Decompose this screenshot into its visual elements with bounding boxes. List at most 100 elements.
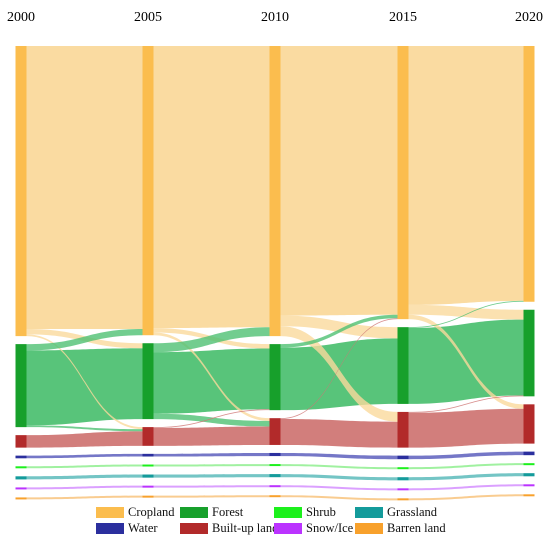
flow-cropland-to-builtup-2010 [280,326,398,422]
flow-barren-to-barren-2010 [280,495,398,501]
flow-snow-to-snow-2000 [26,485,143,490]
legend-item-grassland: Grassland [355,505,437,519]
flow-cropland-to-cropland-2005 [153,46,270,329]
nodes [15,46,535,501]
node-barren-2020 [523,494,535,497]
node-grassland-2000 [15,476,27,480]
flow-forest-to-cropland-2010 [280,314,398,348]
flow-grassland-to-grassland-2000 [26,474,143,480]
flow-grassland-to-grassland-2015 [408,473,524,481]
flow-barren-to-barren-2005 [153,495,270,498]
flow-builtup-to-forest-2005 [153,409,270,428]
legend-swatch-forest [180,506,208,518]
flow-forest-to-cropland-2000 [26,328,143,351]
flows [26,46,524,501]
flow-builtup-to-cropland-2010 [280,318,398,420]
node-cropland-2015 [397,46,409,320]
flow-cropland-to-forest-2010 [280,315,398,339]
node-barren-2005 [142,495,154,498]
node-barren-2015 [397,498,409,501]
flow-shrub-to-shrub-2010 [280,464,398,470]
legend-swatch-snow [274,522,302,534]
flow-snow-to-snow-2010 [280,485,398,491]
legend-item-cropland: Cropland [96,505,175,519]
legend-label-cropland: Cropland [128,505,175,519]
node-shrub-2015 [397,467,409,470]
node-shrub-2010 [269,464,281,467]
legend-label-grassland: Grassland [387,505,437,519]
flow-builtup-to-forest-2015 [408,395,524,413]
legend-item-shrub: Shrub [274,505,336,519]
legend-label-builtup: Built-up land [212,521,279,535]
flow-shrub-to-shrub-2015 [408,463,524,470]
node-builtup-2015 [397,411,409,448]
legend-label-water: Water [128,521,158,535]
flow-shrub-to-shrub-2000 [26,464,143,469]
flow-forest-to-cropland-2005 [153,327,270,353]
flow-forest-to-forest-2000 [26,348,143,426]
node-water-2000 [15,455,27,459]
flow-barren-to-barren-2015 [408,494,524,501]
flow-water-to-water-2005 [153,452,270,457]
legend-swatch-shrub [274,506,302,518]
flow-cropland-to-forest-2015 [408,304,524,320]
node-water-2010 [269,452,281,457]
flow-barren-to-barren-2000 [26,495,143,500]
node-snow-2015 [397,488,409,491]
node-builtup-2005 [142,427,154,446]
node-barren-2000 [15,497,27,500]
node-water-2015 [397,455,409,460]
flow-shrub-to-shrub-2005 [153,464,270,467]
node-shrub-2000 [15,466,27,469]
year-label-2005: 2005 [134,10,162,25]
node-water-2005 [142,453,154,457]
flow-snow-to-snow-2005 [153,485,270,488]
node-forest-2005 [142,343,154,420]
flow-forest-to-cropland-2015 [408,300,524,329]
node-grassland-2015 [397,477,409,481]
year-labels: 2000 2005 2010 2015 2020 [7,10,543,25]
legend-swatch-barren [355,522,383,534]
node-cropland-2005 [142,46,154,336]
node-grassland-2005 [142,474,154,478]
flow-grassland-to-grassland-2010 [280,474,398,481]
legend-item-builtup: Built-up land [180,521,278,535]
flow-builtup-to-builtup-2010 [280,419,398,448]
legend-label-barren: Barren land [387,521,446,535]
flow-forest-to-forest-2005 [153,348,270,414]
flow-forest-to-builtup-2005 [153,413,270,427]
legend-swatch-cropland [96,506,124,518]
node-barren-2010 [269,495,281,498]
node-grassland-2010 [269,474,281,478]
flow-snow-to-snow-2015 [408,484,524,491]
node-forest-2020 [523,309,535,397]
year-label-2015: 2015 [389,10,417,25]
legend-label-snow: Snow/Ice [306,521,354,535]
node-cropland-2000 [15,46,27,337]
legend-item-barren: Barren land [355,521,446,535]
node-cropland-2020 [523,46,535,302]
flow-cropland-to-builtup-2000 [26,334,143,430]
flow-forest-to-builtup-2000 [26,425,143,432]
node-builtup-2020 [523,404,535,444]
legend-swatch-grassland [355,506,383,518]
flow-cropland-to-builtup-2015 [408,314,524,409]
node-cropland-2010 [269,46,281,337]
flow-water-to-water-2015 [408,451,524,460]
legend-swatch-builtup [180,522,208,534]
node-water-2020 [523,451,535,456]
flow-builtup-to-builtup-2000 [26,431,143,448]
flow-builtup-to-builtup-2015 [408,408,524,448]
node-grassland-2020 [523,473,535,477]
flow-builtup-to-builtup-2005 [153,426,270,446]
legend-item-forest: Forest [180,505,243,519]
node-snow-2010 [269,485,281,488]
flow-cropland-to-cropland-2000 [26,46,143,329]
node-forest-2000 [15,344,27,428]
year-label-2020: 2020 [515,10,543,25]
legend-label-forest: Forest [212,505,244,519]
node-snow-2020 [523,484,535,487]
flow-water-to-water-2010 [280,452,398,460]
node-forest-2015 [397,327,409,404]
